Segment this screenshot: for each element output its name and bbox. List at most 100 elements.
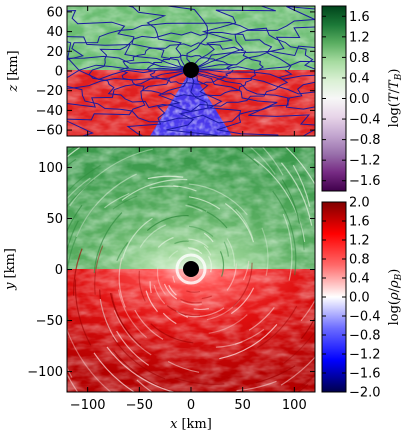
swirl-streak — [226, 238, 235, 267]
top-y-tick-label: 40 — [46, 25, 63, 40]
field-line-contours — [67, 6, 315, 136]
swirl-streak — [284, 147, 315, 185]
field-line — [190, 69, 279, 136]
swirl-streak — [181, 301, 202, 306]
swirl-streak — [118, 289, 147, 339]
density-colorbar-tick-label: −0.8 — [349, 329, 381, 344]
turbulent-swirls — [13, 147, 315, 392]
bottom-x-tick-label: 0 — [187, 398, 195, 413]
swirl-streak — [208, 256, 212, 273]
swirl-streak — [74, 279, 92, 346]
swirl-streak — [282, 213, 293, 281]
swirl-streak — [186, 290, 201, 293]
temperature-colorbar-ticks: 1.6 1.2 0.8 0.4 0.0 −0.4 −0.8 −1.2 −1.6 — [322, 10, 381, 189]
swirl-streak — [162, 312, 177, 325]
field-line-loop — [88, 31, 293, 112]
swirl-streak — [219, 324, 278, 360]
swirl-streak — [168, 250, 179, 259]
bottom-x-tick-label: −100 — [70, 398, 106, 413]
swirl-streak — [69, 148, 153, 207]
swirl-streak — [188, 183, 248, 216]
swirl-streak — [145, 290, 158, 312]
field-line — [190, 69, 315, 95]
bottom-x-tick-label: 100 — [282, 398, 307, 413]
swirl-streak — [75, 173, 137, 238]
bottom-y-tick-label: −100 — [27, 365, 63, 380]
field-line — [67, 9, 192, 71]
swirl-streak — [253, 158, 306, 242]
top-y-tick-label: 20 — [46, 45, 63, 60]
density-colorbar-tick-label: 1.2 — [349, 234, 370, 249]
bottom-y-tick-label: −50 — [36, 314, 63, 329]
swirl-streak — [248, 307, 275, 331]
swirl-streak — [280, 356, 315, 386]
density-colorbar-label: log(ρ/ρB) — [387, 269, 404, 326]
swirl-streak — [153, 284, 166, 305]
top-y-tick-label: −40 — [36, 104, 63, 119]
swirl-streak — [122, 217, 153, 259]
swirl-streak — [188, 248, 203, 255]
bottom-y-axis: 100 50 0 −50 −100 — [27, 161, 315, 380]
density-colorbar-tick-label: 0.4 — [349, 272, 370, 287]
swirl-streak — [139, 224, 167, 248]
swirl-streak — [106, 346, 176, 392]
bottom-central-object — [183, 261, 199, 277]
swirl-streak — [72, 248, 83, 296]
bottom-temperature-texture — [67, 147, 315, 269]
temperature-colorbar-tick-label: 0.8 — [349, 51, 370, 66]
top-y-axis-label: z[km] — [6, 50, 21, 92]
swirl-streak — [157, 236, 174, 248]
swirl-streak — [300, 299, 315, 322]
swirl-streak — [215, 341, 243, 348]
field-line-loop — [147, 54, 234, 85]
top-central-object — [183, 62, 199, 78]
bottom-x-tick-label: −50 — [126, 398, 153, 413]
swirl-streak — [203, 245, 212, 256]
field-line — [190, 69, 315, 110]
field-line — [67, 69, 192, 108]
bottom-panel — [13, 147, 315, 392]
field-line — [190, 45, 315, 71]
swirl-streak — [257, 305, 298, 349]
inner-ring — [175, 253, 207, 285]
swirl-streak — [219, 251, 225, 277]
swirl-streak — [67, 328, 112, 392]
field-line — [67, 36, 192, 71]
swirl-streak — [13, 196, 44, 255]
swirl-streak — [224, 203, 255, 243]
swirl-streak — [138, 270, 146, 302]
temperature-colorbar-tick-label: 0.4 — [349, 71, 370, 86]
top-y-tick-label: −60 — [36, 124, 63, 139]
temperature-colorbar-tick-label: −0.4 — [349, 113, 381, 128]
swirl-streak — [174, 240, 189, 245]
swirl-streak — [156, 267, 166, 295]
density-colorbar-tick-label: 0.8 — [349, 253, 370, 268]
swirl-streak — [47, 263, 52, 320]
temperature-colorbar-tick-label: −1.6 — [349, 174, 381, 189]
swirl-streak — [208, 314, 248, 334]
field-line-loop — [67, 21, 315, 124]
swirl-streak — [261, 147, 284, 176]
swirl-streak — [188, 238, 209, 249]
swirl-streak — [255, 365, 296, 384]
swirl-streak — [18, 193, 50, 293]
temperature-colorbar-tick-label: 0.0 — [349, 92, 370, 107]
swirl-streak — [223, 241, 229, 257]
swirl-streak — [187, 203, 207, 212]
swirl-streak — [234, 328, 265, 345]
swirl-streak — [261, 227, 269, 276]
density-colorbar-ticks: 2.0 1.6 1.2 0.8 0.4 0.0 −0.4 −0.8 −1.2 −1.6 −2.0 — [322, 196, 381, 401]
swirl-streak — [203, 232, 214, 243]
swirl-streak — [118, 257, 126, 308]
bottom-y-tick-label: 0 — [55, 263, 63, 278]
field-line — [190, 69, 315, 136]
swirl-streak — [116, 330, 150, 366]
swirl-streak — [112, 336, 166, 380]
swirl-streak — [67, 204, 83, 233]
swirl-streak — [281, 179, 300, 224]
temperature-colorbar-tick-label: −0.8 — [349, 133, 381, 148]
swirl-streak — [149, 281, 152, 294]
swirl-streak — [206, 211, 228, 229]
swirl-streak — [236, 380, 277, 392]
